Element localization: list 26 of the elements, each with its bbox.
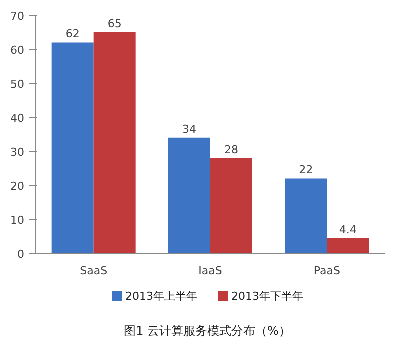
y-tick-label: 10: [10, 214, 25, 227]
bar: [210, 158, 252, 254]
y-tick-label: 60: [10, 44, 25, 57]
bar: [94, 32, 136, 254]
data-label: 4.4: [339, 224, 357, 237]
y-tick-label: 20: [10, 180, 25, 193]
data-label: 65: [108, 18, 122, 30]
text: 图1 云计算服务模式分布（%）: [124, 323, 291, 338]
y-tick-label: 70: [10, 10, 25, 23]
data-label: 34: [182, 122, 196, 136]
x-tick-label: SaaS: [80, 264, 108, 278]
legend-label: 2013年下半年: [230, 290, 304, 303]
data-label: 28: [224, 143, 238, 156]
y-tick-label: 0: [18, 248, 24, 261]
legend-label: 2013年上半年: [124, 290, 198, 303]
x-tick-label: PaaS: [314, 264, 340, 278]
bar: [168, 138, 210, 254]
bar: [52, 42, 94, 254]
y-tick-label: 30: [10, 146, 25, 159]
y-tick-label: 50: [10, 78, 25, 91]
data-label: 62: [66, 28, 80, 41]
bar: [327, 238, 370, 254]
y-tick-label: 40: [10, 112, 25, 125]
bar: [285, 178, 328, 254]
data-label: 22: [299, 164, 314, 177]
x-tick-label: IaaS: [198, 264, 222, 278]
